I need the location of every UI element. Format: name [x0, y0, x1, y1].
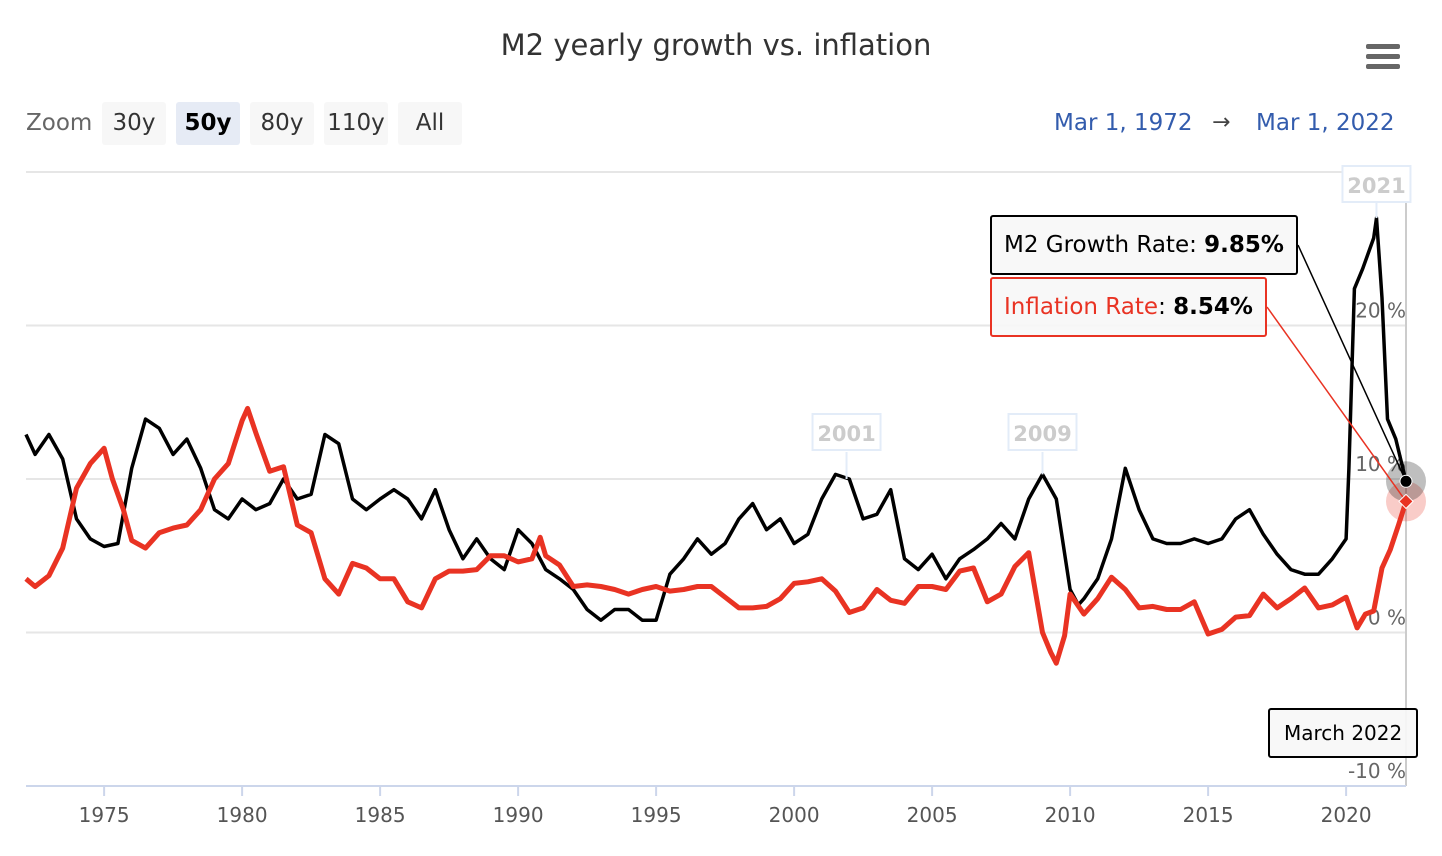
- x-tick-label: 1990: [493, 803, 544, 827]
- tooltip-inflation: Inflation Rate: 8.54%: [990, 277, 1267, 337]
- tooltip-date: March 2022: [1268, 708, 1419, 758]
- x-tick-label: 2000: [769, 803, 820, 827]
- x-tick-label: 1985: [355, 803, 406, 827]
- tooltip-sep: :: [1189, 232, 1205, 258]
- tooltip-inflation-label: Inflation Rate: [1004, 294, 1159, 320]
- chart-title: M2 yearly growth vs. inflation: [500, 28, 932, 62]
- tooltip-m2-label: M2 Growth Rate: [1004, 232, 1190, 258]
- series-line-inflation: [24, 405, 1409, 666]
- hover-marker-inflation: [1398, 493, 1414, 510]
- tooltip-m2-value: 9.85%: [1204, 232, 1284, 258]
- arrow-right-icon: →: [1212, 110, 1231, 135]
- date-to-input[interactable]: Mar 1, 2022: [1256, 110, 1395, 136]
- tooltip-sep: :: [1158, 294, 1174, 320]
- x-tick-label: 2020: [1321, 803, 1372, 827]
- x-tick-label: 1980: [217, 803, 268, 827]
- tooltip-connector: [1297, 244, 1407, 482]
- range-button-30y[interactable]: 30y: [102, 102, 166, 145]
- x-tick-label: 2010: [1045, 803, 1096, 827]
- flag-label: 2001: [817, 422, 875, 446]
- x-tick-label: 1995: [631, 803, 682, 827]
- range-button-all[interactable]: All: [398, 102, 462, 145]
- flag-label: 2009: [1013, 422, 1071, 446]
- series-line-m2: [24, 216, 1408, 622]
- range-button-50y[interactable]: 50y: [176, 102, 240, 145]
- date-from-input[interactable]: Mar 1, 1972: [1054, 110, 1193, 136]
- y-tick-label: -10 %: [1348, 759, 1406, 783]
- flag-box: [811, 413, 882, 451]
- flag-box: [1007, 413, 1078, 451]
- range-button-110y[interactable]: 110y: [324, 102, 388, 145]
- range-button-80y[interactable]: 80y: [250, 102, 314, 145]
- tooltip-inflation-value: 8.54%: [1173, 294, 1253, 320]
- x-tick-label: 1975: [79, 803, 130, 827]
- flag-label: 2021: [1347, 174, 1405, 198]
- hover-marker-m2: [1399, 474, 1413, 488]
- zoom-label: Zoom: [26, 110, 93, 136]
- tooltip-connector: [1266, 306, 1407, 502]
- x-tick-label: 2015: [1183, 803, 1234, 827]
- flag-box: [1341, 165, 1412, 203]
- x-tick-label: 2005: [907, 803, 958, 827]
- tooltip-m2: M2 Growth Rate: 9.85%: [990, 215, 1298, 275]
- hamburger-menu-icon[interactable]: [1366, 44, 1402, 72]
